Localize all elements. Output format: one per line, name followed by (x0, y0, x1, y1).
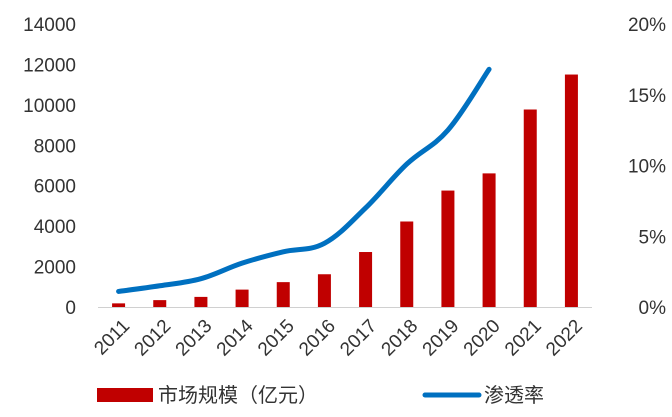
legend-label-bar: 市场规模（亿元） (158, 384, 318, 407)
bar (400, 221, 414, 307)
x-tick-label: 2013 (172, 316, 217, 361)
bar (153, 300, 167, 307)
y-left-tick-label: 0 (65, 298, 76, 319)
legend-swatch-bar (97, 388, 153, 402)
legend: 市场规模（亿元） 渗透率 (97, 384, 544, 407)
y-left-tick-label: 14000 (23, 15, 76, 36)
x-tick-label: 2014 (213, 315, 258, 360)
right-axis-ticks: 0% 5% 10% 15% 20% (628, 15, 666, 319)
y-right-tick-label: 5% (639, 227, 667, 248)
x-tick-label: 2021 (501, 316, 546, 361)
y-left-tick-label: 8000 (34, 136, 76, 157)
bar (194, 296, 208, 307)
left-axis-ticks: 0 2000 4000 6000 8000 10000 12000 14000 (23, 15, 76, 319)
bar (523, 109, 537, 307)
y-right-tick-label: 20% (628, 15, 666, 36)
x-tick-label: 2011 (90, 316, 134, 360)
bar (359, 252, 373, 307)
y-left-tick-label: 12000 (23, 55, 76, 76)
x-tick-label: 2022 (542, 316, 587, 361)
y-left-tick-label: 2000 (34, 258, 76, 279)
bar (112, 303, 126, 307)
bar-series (112, 74, 578, 308)
x-tick-label: 2012 (131, 316, 176, 361)
y-right-tick-label: 10% (628, 157, 666, 178)
bar (482, 173, 496, 307)
x-axis-ticks: 2011201220132014201520162017201820192020… (90, 315, 587, 360)
legend-label-line: 渗透率 (484, 384, 544, 407)
y-left-tick-label: 6000 (34, 177, 76, 198)
x-tick-label: 2016 (295, 316, 340, 361)
y-right-tick-label: 0% (639, 298, 667, 319)
bar (564, 74, 578, 308)
x-tick-label: 2019 (419, 316, 464, 361)
x-tick-label: 2020 (460, 316, 505, 361)
line-series (116, 66, 492, 294)
bar (317, 274, 331, 307)
x-tick-label: 2018 (378, 316, 423, 361)
y-left-tick-label: 10000 (23, 96, 76, 117)
y-left-tick-label: 4000 (34, 217, 76, 238)
bar (235, 289, 249, 307)
bar (276, 282, 290, 307)
x-tick-label: 2015 (254, 316, 299, 361)
x-tick-label: 2017 (336, 316, 381, 361)
bar (441, 190, 455, 307)
y-right-tick-label: 15% (628, 86, 666, 107)
penetration-line (116, 66, 492, 294)
